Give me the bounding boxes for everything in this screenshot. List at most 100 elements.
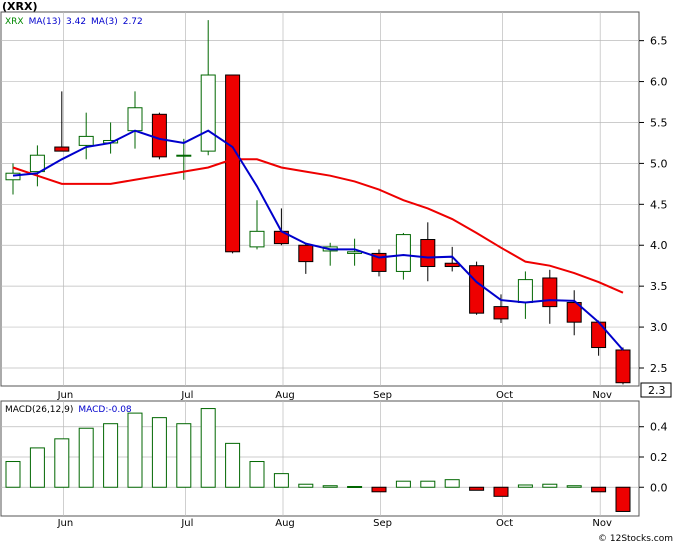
- legend-item: 3.42: [66, 17, 86, 27]
- candle-body: [469, 265, 485, 314]
- price-x-tick-label: Nov: [592, 390, 612, 401]
- last-price-tag: 2.3: [640, 382, 672, 398]
- candle-down: [273, 208, 289, 246]
- price-y-tick-label: 2.5: [650, 362, 668, 375]
- price-x-axis: Jun Jul Aug Sep Oct Nov: [57, 390, 612, 401]
- macd-bar-positive: [5, 461, 21, 488]
- candle-up: [176, 138, 192, 180]
- price-y-tick-label: 5.5: [650, 116, 668, 129]
- macd-bar-positive: [151, 417, 167, 488]
- macd-bar-positive: [322, 485, 338, 488]
- macd-bar-positive: [517, 484, 533, 488]
- candle-down: [566, 290, 582, 336]
- candle-body: [127, 107, 143, 132]
- price-x-tick-label: Sep: [373, 390, 392, 401]
- legend-item: MA(3): [91, 17, 118, 27]
- price-y-tick-label: 3.0: [650, 321, 668, 334]
- candle-down: [225, 74, 241, 254]
- macd-x-tick-label: Jun: [57, 518, 74, 529]
- candle-up: [78, 112, 94, 160]
- price-y-tick-label: 5.0: [650, 157, 668, 170]
- macd-y-tick-label: 0.2: [650, 451, 668, 464]
- last-price-label: 2.3: [648, 384, 666, 397]
- price-x-tick-label: Oct: [496, 390, 513, 401]
- candle-body: [54, 146, 70, 152]
- price-y-tick-label: 6.5: [650, 35, 668, 48]
- candle-body: [78, 135, 94, 146]
- macd-bar-positive: [103, 423, 119, 488]
- candle-up: [5, 163, 21, 195]
- candle-body: [566, 302, 582, 323]
- candle-body: [517, 279, 533, 304]
- legend-item: XRX: [5, 17, 24, 27]
- macd-bar-positive: [420, 480, 436, 488]
- candle-down: [420, 222, 436, 282]
- candle-body: [29, 154, 45, 173]
- candle-body: [200, 74, 216, 152]
- moving-averages: [12, 129, 624, 351]
- macd-x-tick-label: Sep: [373, 518, 392, 529]
- price-y-tick-label: 6.0: [650, 76, 668, 89]
- candle-down: [469, 261, 485, 315]
- candle-up: [395, 232, 411, 280]
- macd-bars: [5, 408, 631, 512]
- macd-bar-negative: [493, 486, 509, 497]
- macd-bar-positive: [200, 408, 216, 488]
- legend-item: 2.72: [123, 17, 143, 27]
- ma-line-ma13: [12, 158, 624, 294]
- macd-bar-positive: [78, 427, 94, 488]
- price-x-tick-label: Aug: [275, 390, 295, 401]
- candle-body: [395, 234, 411, 272]
- macd-bar-negative: [371, 486, 387, 493]
- macd-bar-positive: [444, 479, 460, 488]
- macd-x-tick-label: Oct: [496, 518, 513, 529]
- macd-x-tick-label: Aug: [275, 518, 295, 529]
- candle-body: [347, 251, 363, 254]
- candle-down: [615, 347, 631, 385]
- price-x-tick-label: Jun: [57, 390, 74, 401]
- price-legend: XRX MA(13) 3.42 MA(3) 2.72: [5, 17, 143, 27]
- candle-up: [29, 145, 45, 187]
- candle-body: [298, 244, 314, 263]
- candle-body: [5, 172, 21, 181]
- macd-bar-positive: [127, 412, 143, 488]
- candle-down: [54, 91, 70, 152]
- price-y-tick-label: 4.5: [650, 198, 668, 211]
- macd-panel: 0.0 0.2 0.4 Jun Jul Aug Sep Oct Nov MACD(26,12,…: [0, 400, 668, 529]
- macd-bar-negative: [469, 486, 485, 491]
- macd-bar-positive: [225, 442, 241, 488]
- macd-bar-positive: [298, 483, 314, 488]
- macd-bar-negative: [591, 486, 607, 493]
- macd-bar-positive: [54, 438, 70, 488]
- price-y-tick-label: 4.0: [650, 239, 668, 252]
- macd-y-tick-label: 0.0: [650, 481, 668, 494]
- macd-bar-positive: [273, 473, 289, 488]
- candle-body: [249, 230, 265, 248]
- ma-line-ma3: [12, 129, 624, 351]
- macd-bar-positive: [347, 485, 363, 488]
- candle-body: [591, 321, 607, 349]
- candle-up: [127, 91, 143, 149]
- macd-panel-frame: [0, 400, 640, 517]
- candle-body: [615, 349, 631, 384]
- price-panel: 2.5 3.0 3.5 4.0 4.5 5.0 5.5 6.0 6.5 Jun Jul Aug Sep…: [0, 11, 672, 401]
- candle-body: [151, 113, 167, 158]
- macd-bar-positive: [249, 461, 265, 488]
- candle-down: [298, 243, 314, 274]
- macd-bar-positive: [566, 485, 582, 488]
- price-y-axis: 2.5 3.0 3.5 4.0 4.5 5.0 5.5 6.0 6.5: [639, 35, 668, 375]
- price-x-tick-label: Jul: [180, 390, 193, 401]
- price-grid: [1, 12, 639, 386]
- legend-item: MACD(26,12,9): [5, 405, 73, 415]
- candle-body: [176, 154, 192, 157]
- macd-bar-positive: [542, 483, 558, 488]
- macd-bar-positive: [29, 447, 45, 488]
- macd-bar-positive: [176, 423, 192, 488]
- candle-body: [542, 277, 558, 308]
- macd-bar-positive: [395, 480, 411, 488]
- candle-up: [249, 200, 265, 250]
- macd-bar-negative: [615, 486, 631, 512]
- candle-body: [225, 74, 241, 253]
- watermark: © 12Stocks.com: [598, 534, 673, 544]
